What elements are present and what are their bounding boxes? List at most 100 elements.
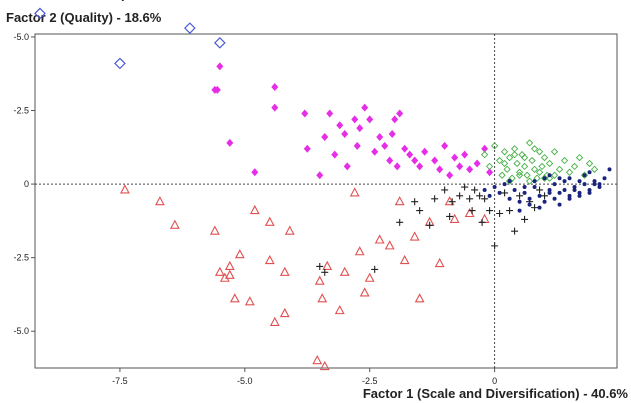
data-point-plus (511, 227, 519, 235)
plot-frame (34, 33, 618, 369)
data-point-filled-diamond (386, 156, 394, 165)
y-tick-label: -5.0 (13, 32, 29, 42)
data-point-small-diamond (555, 165, 564, 174)
data-point-triangle (279, 307, 290, 318)
data-point-small-diamond (520, 162, 529, 171)
data-point-triangle (349, 187, 360, 197)
data-point-dot (572, 185, 577, 190)
data-point-dot (522, 185, 527, 190)
data-point-dot (557, 190, 562, 195)
data-point-open-diamond (213, 36, 226, 49)
data-point-dot (577, 179, 582, 184)
data-point-dot (497, 190, 502, 195)
data-point-dot (607, 167, 612, 172)
data-point-triangle (244, 296, 255, 306)
data-point-plus (521, 215, 529, 223)
data-point-dot (502, 182, 507, 187)
x-tick-label: -5.0 (237, 376, 253, 386)
data-point-filled-diamond (343, 162, 351, 171)
data-point-dot (587, 187, 592, 192)
data-point-filled-diamond (336, 121, 344, 130)
data-point-triangle (169, 219, 180, 229)
data-point-small-diamond (495, 156, 504, 165)
data-point-small-diamond (560, 156, 569, 165)
data-point-plus (456, 192, 464, 200)
data-point-filled-diamond (486, 168, 494, 177)
data-point-small-diamond (528, 156, 536, 165)
data-point-small-diamond (513, 159, 521, 168)
data-point-small-diamond (490, 142, 499, 150)
data-point-filled-diamond (451, 153, 459, 162)
data-point-dot (547, 190, 552, 195)
data-point-small-diamond (525, 139, 534, 147)
data-point-small-diamond (533, 174, 541, 182)
data-point-dot (592, 182, 597, 187)
data-point-triangle (312, 354, 323, 365)
data-point-triangle (434, 257, 445, 268)
data-point-open-diamond (34, 7, 46, 20)
data-point-filled-diamond (316, 171, 324, 180)
data-point-plus (481, 195, 489, 203)
data-point-filled-diamond (401, 144, 409, 153)
data-point-small-diamond (565, 168, 574, 176)
data-point-dot (592, 179, 597, 184)
data-point-triangle (249, 204, 260, 215)
data-point-small-diamond (570, 162, 579, 171)
data-point-filled-diamond (251, 168, 259, 177)
data-point-plus (478, 218, 486, 226)
data-point-triangle (322, 260, 333, 271)
data-point-triangle (284, 225, 295, 235)
data-point-triangle (354, 246, 365, 256)
data-point-filled-diamond (371, 147, 379, 156)
y-tick-label: 0 (24, 179, 29, 189)
data-point-plus (506, 207, 514, 215)
data-point-dot (572, 187, 577, 192)
data-point-small-diamond (540, 153, 549, 162)
data-point-small-diamond (545, 174, 554, 182)
data-point-triangle (264, 254, 275, 265)
data-point-small-diamond (510, 151, 519, 159)
data-point-triangle (234, 249, 245, 259)
data-point-small-diamond (535, 148, 544, 156)
data-point-plus (496, 210, 504, 218)
data-point-dot (487, 193, 492, 198)
data-point-open-diamond (114, 57, 126, 70)
data-point-triangle (399, 254, 410, 265)
data-point-small-diamond (530, 145, 539, 153)
data-point-plus (416, 207, 424, 215)
data-point-dot (547, 173, 552, 178)
data-point-filled-diamond (406, 150, 414, 159)
data-point-triangle (269, 316, 280, 326)
data-point-filled-diamond (226, 138, 234, 147)
data-point-small-diamond (538, 162, 546, 171)
data-point-small-diamond (545, 159, 554, 168)
data-point-dot (507, 179, 512, 184)
data-point-plus (501, 189, 509, 197)
data-point-triangle (224, 269, 235, 279)
data-point-filled-diamond (393, 162, 401, 171)
data-point-dot (537, 205, 542, 210)
x-tick-label: 0 (492, 376, 497, 386)
data-point-dot (537, 193, 542, 198)
data-point-plus (316, 262, 324, 270)
data-point-triangle (154, 196, 165, 206)
data-point-dot (602, 176, 607, 181)
data-point-plus (431, 195, 439, 203)
data-point-dot (557, 176, 562, 181)
x-tick-label: -2.5 (362, 376, 378, 386)
data-point-dot (582, 182, 587, 187)
data-point-plus (536, 186, 544, 194)
data-point-filled-diamond (271, 103, 279, 112)
data-point-dot (562, 179, 567, 184)
data-point-dot (582, 173, 587, 178)
data-point-filled-diamond (366, 115, 374, 124)
data-point-dot (577, 193, 582, 198)
group-annotation: Group 2 (90, 0, 140, 2)
data-point-plus (486, 207, 494, 215)
y-tick-label: -2.5 (13, 106, 29, 116)
data-point-dot (507, 196, 512, 201)
data-point-filled-diamond (436, 165, 444, 174)
data-point-filled-diamond (461, 150, 469, 159)
data-point-triangle (394, 196, 405, 206)
data-point-triangle (449, 213, 460, 223)
